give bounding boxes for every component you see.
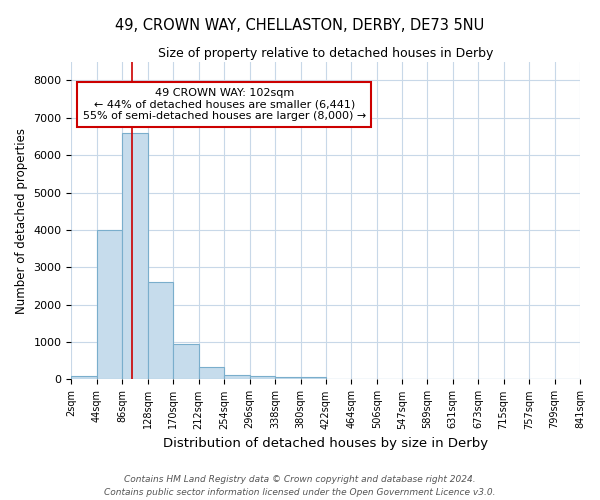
Bar (122, 132, 148, 380)
Bar (275, 377, 301, 380)
Text: Contains HM Land Registry data © Crown copyright and database right 2024.
Contai: Contains HM Land Registry data © Crown c… (104, 476, 496, 497)
Text: 49 CROWN WAY: 102sqm
← 44% of detached houses are smaller (6,441)
55% of semi-de: 49 CROWN WAY: 102sqm ← 44% of detached h… (83, 88, 366, 121)
X-axis label: Distribution of detached houses by size in Derby: Distribution of detached houses by size … (163, 437, 488, 450)
Bar (301, 378, 326, 380)
Bar (224, 374, 250, 380)
Bar (173, 344, 199, 380)
Bar (148, 282, 173, 380)
Bar (199, 368, 224, 380)
Y-axis label: Number of detached properties: Number of detached properties (15, 128, 28, 314)
Bar (71, 376, 97, 380)
Text: 49, CROWN WAY, CHELLASTON, DERBY, DE73 5NU: 49, CROWN WAY, CHELLASTON, DERBY, DE73 5… (115, 18, 485, 32)
Bar (250, 376, 275, 380)
Bar (97, 230, 122, 380)
Title: Size of property relative to detached houses in Derby: Size of property relative to detached ho… (158, 48, 493, 60)
